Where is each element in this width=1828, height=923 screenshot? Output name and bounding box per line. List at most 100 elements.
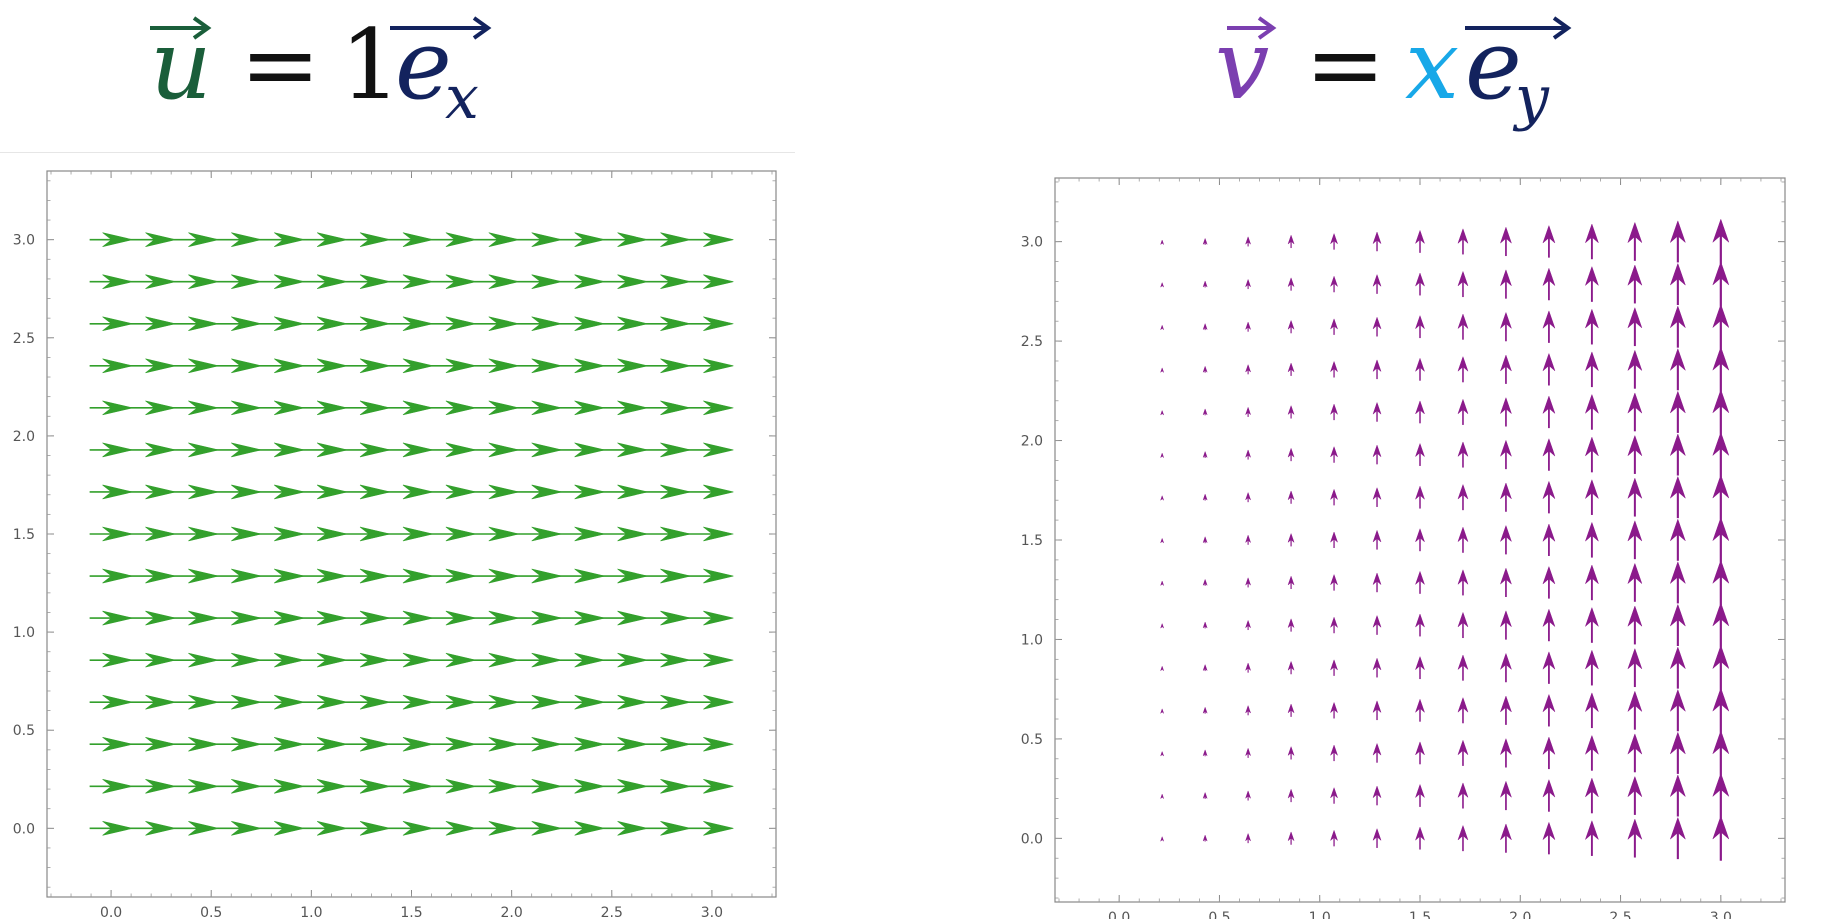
arrow-head bbox=[1372, 273, 1382, 288]
arrow-head bbox=[1160, 537, 1165, 544]
arrow-head bbox=[660, 610, 691, 626]
arrow-head bbox=[531, 821, 562, 836]
arrow-head bbox=[1287, 575, 1295, 586]
arrow-head bbox=[1160, 239, 1165, 246]
arrow-head bbox=[102, 526, 133, 542]
arrow-head bbox=[316, 442, 348, 458]
arrow-head bbox=[1202, 834, 1208, 842]
arrow-head bbox=[231, 400, 262, 416]
arrow-head bbox=[316, 610, 348, 626]
arrow-head bbox=[660, 652, 691, 668]
arrow-head bbox=[488, 821, 519, 836]
arrow-head bbox=[1330, 403, 1339, 416]
arrow-head bbox=[1202, 365, 1208, 373]
arrow-head bbox=[1712, 218, 1730, 244]
arrow-head bbox=[1245, 449, 1252, 459]
arrow-head bbox=[1542, 310, 1556, 329]
equals-sign-left: = bbox=[240, 9, 320, 121]
arrow-head bbox=[1202, 237, 1208, 246]
arrow-head bbox=[1414, 485, 1426, 500]
arrow-head bbox=[402, 526, 434, 542]
arrow-head bbox=[1372, 742, 1382, 756]
arrow-head bbox=[1287, 362, 1295, 373]
arrow-head bbox=[531, 484, 562, 500]
x-tick-label: 1.5 bbox=[400, 905, 422, 919]
arrow-head bbox=[1330, 659, 1339, 671]
arrow-head bbox=[617, 778, 648, 794]
arrow-head bbox=[617, 568, 648, 584]
x-tick-label: 2.0 bbox=[1509, 910, 1531, 919]
arrow-head bbox=[359, 442, 391, 458]
arrow-head bbox=[617, 400, 648, 416]
arrow-head bbox=[102, 694, 133, 710]
arrow-head bbox=[188, 610, 219, 626]
arrow-head bbox=[445, 610, 476, 626]
arrow-head bbox=[1627, 392, 1643, 414]
arrow-head bbox=[402, 400, 434, 416]
arrow-head bbox=[316, 778, 348, 794]
arrow-head bbox=[188, 358, 219, 374]
arrow-head bbox=[274, 358, 305, 374]
arrow-head bbox=[1330, 744, 1339, 757]
arrow-head bbox=[617, 484, 648, 500]
y-tick-label: 3.0 bbox=[13, 233, 35, 249]
arrow-head bbox=[1160, 367, 1165, 374]
arrow-head bbox=[231, 232, 262, 247]
arrow-head bbox=[1330, 232, 1339, 245]
arrow-head bbox=[1457, 228, 1469, 245]
y-tick-label: 2.5 bbox=[1021, 334, 1043, 350]
arrow-head bbox=[1457, 739, 1469, 756]
arrow-head bbox=[1160, 452, 1165, 459]
arrow-head bbox=[145, 821, 176, 836]
arrow-head bbox=[660, 736, 691, 752]
arrow-head bbox=[274, 274, 305, 290]
arrow-head bbox=[1499, 354, 1512, 372]
basis-e-y: e bbox=[1465, 9, 1522, 121]
arrow-head bbox=[1669, 816, 1686, 840]
arrow-head bbox=[188, 568, 219, 584]
y-tick-label: 2.0 bbox=[13, 429, 35, 445]
arrow-head bbox=[1457, 654, 1469, 671]
x-tick-label: 1.0 bbox=[1309, 910, 1331, 919]
arrow-head bbox=[660, 316, 691, 332]
arrow-head bbox=[1457, 313, 1469, 330]
arrow-head bbox=[617, 358, 648, 374]
arrow-head bbox=[1330, 829, 1339, 842]
x-tick-label: 2.5 bbox=[601, 905, 623, 919]
arrow-head bbox=[660, 400, 691, 416]
arrow-head bbox=[617, 821, 648, 836]
arrow-head bbox=[1627, 733, 1643, 755]
arrow-head bbox=[274, 232, 305, 247]
arrow-head bbox=[531, 274, 562, 290]
arrow-head bbox=[102, 568, 133, 584]
arrow-head bbox=[1584, 308, 1599, 329]
arrow-head bbox=[703, 484, 734, 500]
arrow-head bbox=[274, 778, 305, 794]
arrow-head bbox=[1542, 736, 1556, 756]
arrow-head bbox=[1712, 687, 1730, 712]
arrow-head bbox=[188, 736, 219, 752]
arrow-head bbox=[1499, 524, 1512, 543]
arrow-head bbox=[574, 232, 605, 247]
arrow-head bbox=[703, 736, 734, 752]
section-divider bbox=[0, 152, 795, 153]
arrow-head bbox=[145, 400, 176, 416]
arrow-head bbox=[574, 778, 605, 794]
vector-field-u-svg: 0.0 0.5 1.0 1.5 2.0 2.5 3.0 0.0 0.5 1.0 1.5 2.0 2.5 3… bbox=[13, 170, 777, 921]
arrow-head bbox=[703, 316, 734, 332]
arrow-head bbox=[316, 274, 348, 290]
arrow-head bbox=[1202, 578, 1208, 587]
arrow-head bbox=[316, 526, 348, 542]
arrow-head bbox=[1457, 398, 1469, 415]
arrow-head bbox=[445, 484, 476, 500]
y-tick-label: 2.5 bbox=[13, 331, 35, 347]
x-tick-label: 3.0 bbox=[701, 905, 723, 919]
arrow-head bbox=[1584, 479, 1599, 500]
arrow-head bbox=[1414, 229, 1426, 245]
vector-arrow-u-icon bbox=[150, 16, 212, 40]
arrow-head bbox=[188, 821, 219, 836]
arrow-head bbox=[102, 484, 133, 500]
arrow-head bbox=[402, 274, 434, 290]
arrow-head bbox=[1542, 267, 1556, 287]
arrow-head bbox=[1372, 614, 1382, 629]
